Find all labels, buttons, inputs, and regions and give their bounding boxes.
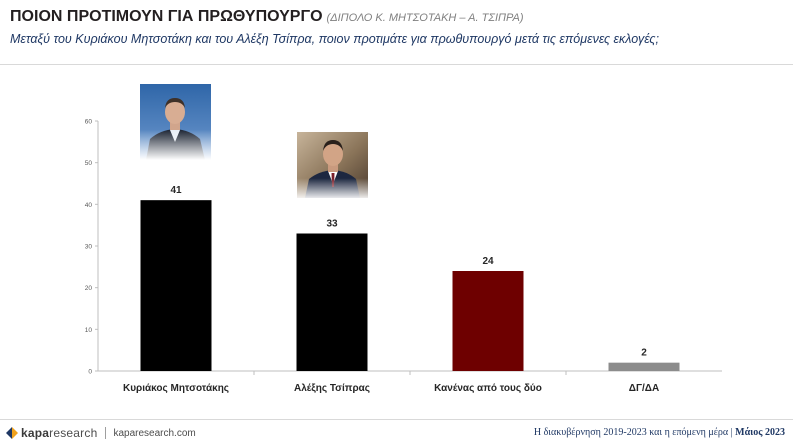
y-tick-label: 30 <box>85 244 93 251</box>
chart-subtitle: (ΔΙΠΟΛΟ Κ. ΜΗΤΣΟΤΑΚΗ – Α. ΤΣΙΠΡΑ) <box>326 12 524 24</box>
chart-title: ΠΟΙΟΝ ΠΡΟΤΙΜΟΥΝ ΓΙΑ ΠΡΩΘΥΠΟΥΡΓΟ <box>10 8 323 25</box>
brand-mark-icon <box>6 427 18 439</box>
data-label: 33 <box>326 219 338 230</box>
brand-name-rest: research <box>49 426 98 440</box>
y-tick-label: 20 <box>85 285 93 292</box>
brand-logo: kaparesearch kaparesearch.com <box>5 424 196 442</box>
footer: kaparesearch kaparesearch.com Η διακυβέρ… <box>0 424 793 442</box>
bar-chart: 0 10 20 30 40 50 60 41 Κυριάκος Μητσοτάκης 33 Αλέξ… <box>85 119 722 394</box>
brand-name: kaparesearch <box>21 426 97 440</box>
category-label: ΔΓ/ΔΑ <box>629 383 659 394</box>
category-label: Κυριάκος Μητσοτάκης <box>123 383 229 394</box>
bar <box>296 233 368 371</box>
data-label: 24 <box>482 256 494 267</box>
survey-question: Μεταξύ του Κυριάκου Μητσοτάκη και του Αλ… <box>10 32 659 46</box>
footer-divider <box>0 419 793 420</box>
logo-separator <box>105 427 107 439</box>
brand-name-bold: kapa <box>21 426 50 440</box>
header-divider <box>0 64 793 65</box>
header: ΠΟΙΟΝ ΠΡΟΤΙΜΟΥΝ ΓΙΑ ΠΡΩΘΥΠΟΥΡΓΟ (ΔΙΠΟΛΟ Κ… <box>10 7 790 47</box>
y-tick-label: 50 <box>85 160 93 167</box>
portrait-photo-1 <box>140 84 211 160</box>
bar <box>452 271 524 371</box>
report-title: Η διακυβέρνηση 2019-2023 και η επόμενη μ… <box>533 427 733 438</box>
category-label: Κανένας από τους δύο <box>434 383 542 394</box>
brand-url[interactable]: kaparesearch.com <box>113 427 196 439</box>
y-tick-label: 60 <box>85 119 93 126</box>
footer-caption: Η διακυβέρνηση 2019-2023 και η επόμενη μ… <box>534 427 785 438</box>
y-tick-label: 0 <box>88 369 92 376</box>
y-tick-label: 10 <box>85 327 93 334</box>
report-date: Μάιος 2023 <box>735 427 785 438</box>
data-label: 2 <box>641 348 647 359</box>
bar <box>140 200 212 371</box>
data-label: 41 <box>170 185 182 196</box>
portrait-photo-2 <box>297 132 368 198</box>
category-label: Αλέξης Τσίπρας <box>294 383 370 394</box>
title-line: ΠΟΙΟΝ ΠΡΟΤΙΜΟΥΝ ΓΙΑ ΠΡΩΘΥΠΟΥΡΓΟ (ΔΙΠΟΛΟ Κ… <box>10 7 790 28</box>
bar <box>608 362 680 371</box>
y-tick-label: 40 <box>85 202 93 209</box>
